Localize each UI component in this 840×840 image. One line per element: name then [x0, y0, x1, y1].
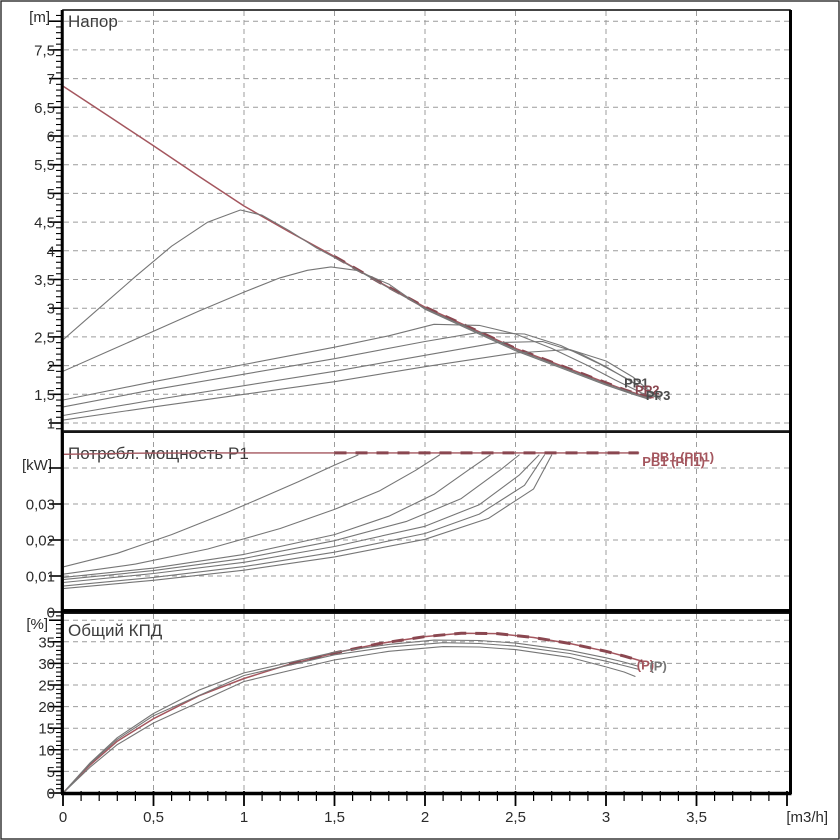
- head-tick-label: 5,5: [34, 157, 55, 174]
- efficiency-tick-label: 20: [38, 699, 55, 716]
- efficiency-end-label: (Р): [637, 657, 654, 672]
- efficiency-unit-label: [%]: [26, 616, 48, 633]
- panel-titles-layer: Напор Потребл. мощность P1 Общий КПД [m]…: [22, 9, 828, 826]
- x-tick-label: 3: [602, 809, 610, 826]
- series-power-curve-6: [63, 454, 546, 587]
- series-power-curve-5: [63, 454, 540, 584]
- power-unit-label: [kW]: [22, 457, 52, 474]
- head-end-label: РР2: [635, 382, 660, 397]
- series-power-curve-4: [63, 454, 520, 581]
- head-tick-label: 3: [47, 301, 55, 318]
- series-efficiency-max-curve-bundle: [288, 631, 643, 666]
- efficiency-panel-border: [62, 612, 791, 794]
- x-tick-label: 3,5: [686, 809, 707, 826]
- x-tick-label: 1,5: [324, 809, 345, 826]
- head-tick-label: 2,5: [34, 329, 55, 346]
- head-tick-label: 4: [47, 243, 55, 260]
- series-speed-2-curve: [63, 209, 650, 399]
- efficiency-tick-label: 5: [47, 764, 55, 781]
- head-end-label: РР3: [646, 388, 671, 403]
- power-end-label: РВ1 (РП1): [642, 454, 705, 469]
- head-tick-label: 1,5: [34, 387, 55, 404]
- series-power-curve-7: [63, 454, 553, 590]
- series-max-speed-curve: [63, 85, 654, 399]
- head-tick-label: 6,5: [34, 100, 55, 117]
- flow-unit-label: [m3/h]: [786, 809, 828, 826]
- power-tick-label: 0: [47, 605, 55, 622]
- series-power-curve-2: [63, 454, 441, 575]
- head-tick-label: 3,5: [34, 272, 55, 289]
- series-efficiency-curve-3: [63, 646, 636, 793]
- power-tick-label: 0,02: [26, 533, 55, 550]
- head-tick-label: 4,5: [34, 215, 55, 232]
- x-tick-label: 2: [421, 809, 429, 826]
- power-tick-label: 0,01: [26, 569, 55, 586]
- head-tick-label: 2: [47, 358, 55, 375]
- efficiency-tick-label: 35: [38, 634, 55, 651]
- x-tick-label: 0,5: [143, 809, 164, 826]
- head-tick-label: 7: [47, 71, 55, 88]
- efficiency-end-label: (Р): [649, 659, 666, 674]
- series-max-speed-curve-bundle: [333, 255, 654, 400]
- efficiency-tick-label: 0: [47, 786, 55, 803]
- head-tick-label: 1: [47, 416, 55, 433]
- efficiency-tick-label: 10: [38, 742, 55, 759]
- head-panel-border: [62, 9, 791, 432]
- head-tick-label: 7,5: [34, 42, 55, 59]
- series-power-curve-3: [63, 454, 491, 578]
- head-curves: [63, 85, 661, 421]
- grid-layer: [64, 11, 789, 792]
- x-tick-label: 2,5: [505, 809, 526, 826]
- series-power-curve-1: [63, 454, 359, 568]
- efficiency-panel-title: Общий КПД: [68, 621, 163, 640]
- head-panel-title: Напор: [68, 12, 118, 31]
- head-end-label: РР1: [624, 375, 649, 390]
- efficiency-curves: [63, 631, 643, 793]
- head-unit-label: [m]: [29, 9, 50, 26]
- power-end-label: РВ1 (РП1): [651, 450, 714, 465]
- curve-layer: [63, 85, 661, 793]
- x-tick-label: 1: [240, 809, 248, 826]
- efficiency-tick-label: 25: [38, 678, 55, 695]
- x-tick-label: 0: [59, 809, 67, 826]
- series-efficiency-curve-1: [63, 639, 640, 793]
- head-tick-label: 6: [47, 129, 55, 146]
- head-tick-label: 5: [47, 186, 55, 203]
- series-control-curve-1: [63, 323, 658, 401]
- series-control-curve-4: [63, 348, 661, 421]
- efficiency-tick-label: 30: [38, 656, 55, 673]
- series-speed-1-curve: [63, 266, 649, 400]
- power-curves: [63, 451, 640, 590]
- efficiency-tick-label: 15: [38, 721, 55, 738]
- series-control-curve-3: [63, 340, 661, 417]
- series-efficiency-curve-2: [63, 642, 640, 793]
- power-tick-label: 0,03: [26, 497, 55, 514]
